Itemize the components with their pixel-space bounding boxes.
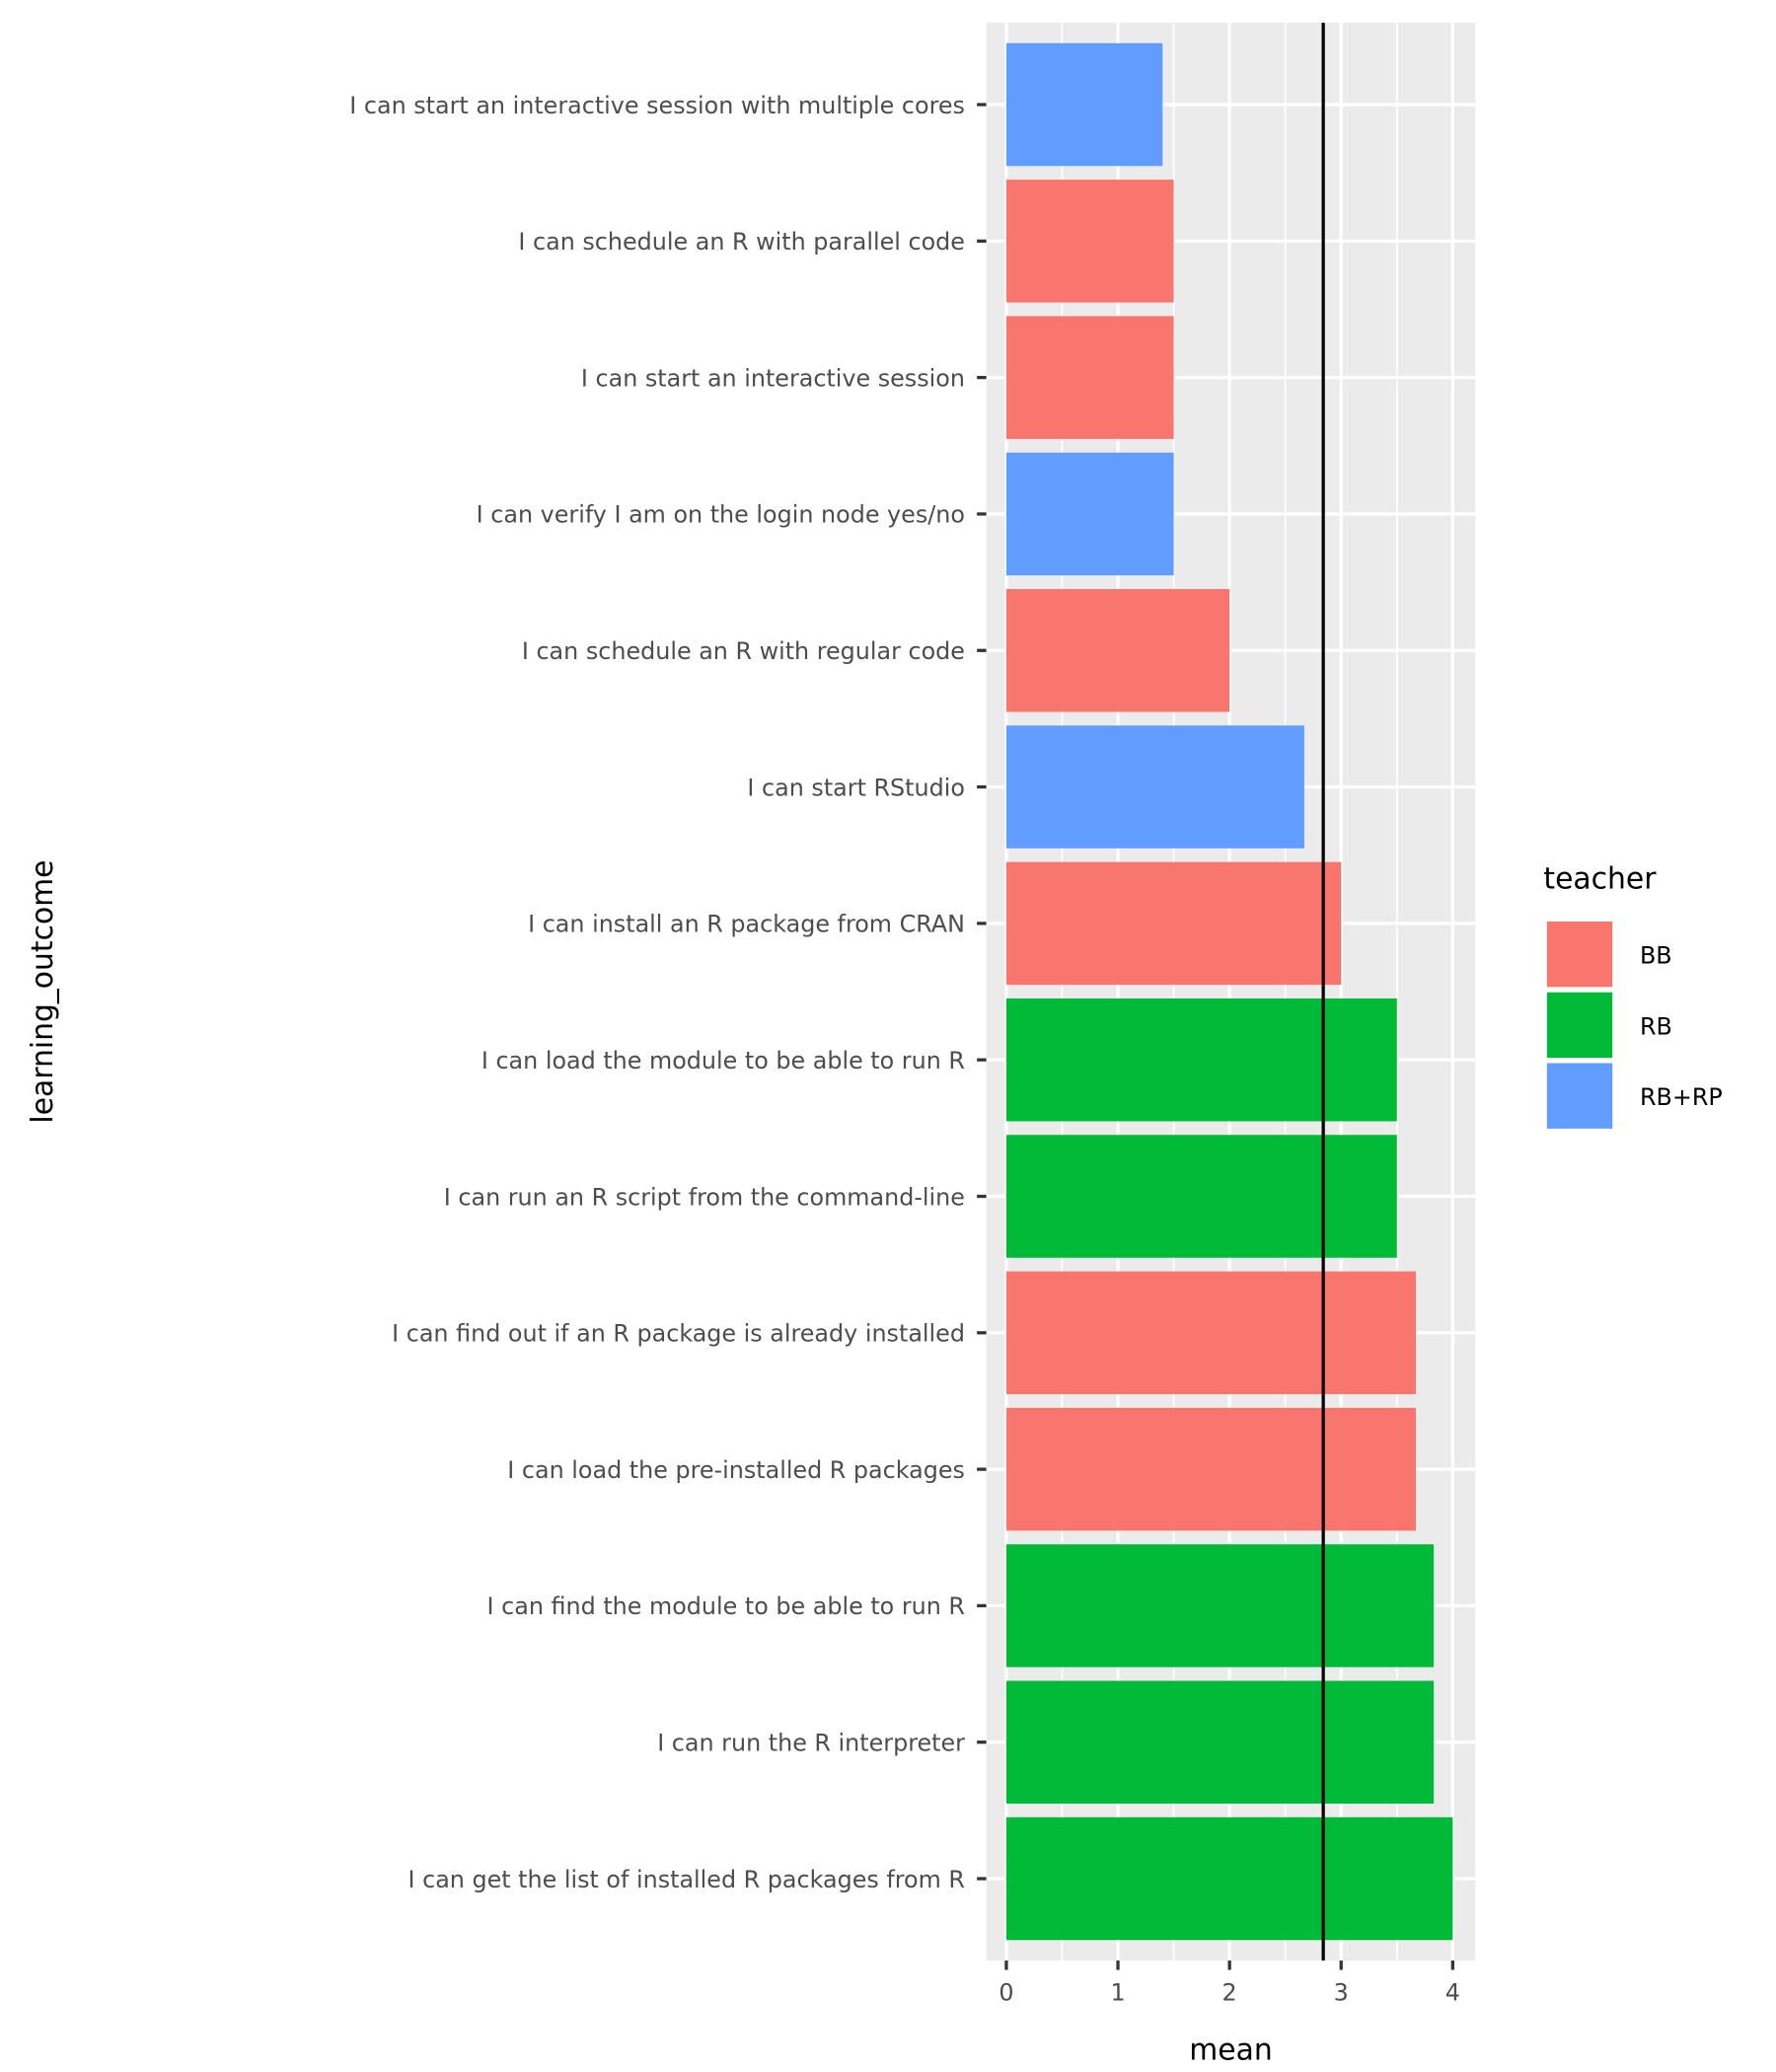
legend-label: RB+RP	[1640, 1083, 1723, 1111]
x-tick-label: 2	[1222, 1979, 1237, 2007]
bar	[1005, 1816, 1453, 1941]
legend-title: teacher	[1543, 862, 1657, 897]
y-tick-label: I can install an R package from CRAN	[528, 911, 965, 938]
y-tick-label: I can get the list of installed R packag…	[407, 1866, 964, 1893]
y-tick-label: I can run an R script from the command-l…	[444, 1183, 965, 1211]
bar	[1005, 452, 1174, 576]
x-tick-label: 0	[999, 1979, 1013, 2007]
bar	[1005, 861, 1342, 986]
legend: teacher BB RB RB+RP	[1543, 862, 1723, 1131]
y-tick-label: I can find the module to be able to run …	[487, 1592, 965, 1620]
y-tick-label: I can start an interactive session	[581, 364, 965, 392]
bar	[1005, 42, 1163, 167]
legend-label: RB	[1640, 1012, 1672, 1040]
x-tick-label: 3	[1334, 1979, 1349, 2007]
bar	[1005, 1271, 1417, 1395]
bar	[1005, 725, 1304, 849]
bar	[1005, 1407, 1417, 1531]
y-tick-label: I can schedule an R with parallel code	[518, 228, 965, 256]
bar	[1005, 589, 1230, 712]
bar	[1005, 1680, 1435, 1804]
y-tick-label: I can verify I am on the login node yes/…	[477, 501, 965, 529]
legend-key	[1545, 991, 1614, 1060]
x-tick-label: 4	[1445, 1979, 1460, 2007]
legend-key	[1545, 920, 1614, 989]
y-tick-label: I can schedule an R with regular code	[522, 637, 965, 665]
y-tick-label: I can run the R interpreter	[657, 1730, 965, 1757]
legend-key	[1545, 1062, 1614, 1131]
bar	[1005, 316, 1174, 439]
y-tick-label: I can load the pre-installed R packages	[507, 1456, 965, 1484]
bar	[1005, 998, 1397, 1122]
bar	[1005, 1544, 1435, 1667]
y-tick-label: I can load the module to be able to run …	[481, 1047, 965, 1074]
y-tick-label: I can start RStudio	[747, 774, 965, 801]
bar	[1005, 1135, 1397, 1258]
y-axis-title: learning_outcome	[26, 859, 60, 1123]
bar	[1005, 180, 1174, 303]
x-tick-label: 1	[1110, 1979, 1125, 2007]
y-tick-label: I can start an interactive session with …	[349, 92, 965, 119]
y-tick-label: I can find out if an R package is alread…	[392, 1320, 965, 1348]
x-axis-title: mean	[1189, 2033, 1272, 2067]
legend-label: BB	[1640, 942, 1672, 970]
